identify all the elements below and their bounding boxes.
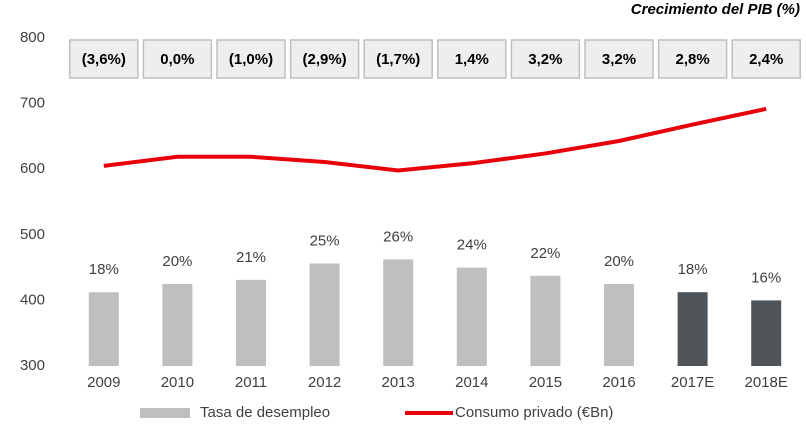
bar-value-label: 26% (383, 228, 413, 245)
gdp-box (289, 39, 360, 79)
bar (88, 292, 119, 366)
bar (309, 263, 340, 366)
gdp-label: (1,0%) (229, 51, 273, 68)
y-tick-label: 600 (20, 160, 45, 177)
x-tick-label: 2009 (87, 374, 120, 391)
gdp-box (657, 39, 728, 79)
bar (383, 259, 414, 366)
gdp-box (69, 39, 139, 79)
gdp-label: 1,4% (455, 51, 489, 68)
bar-value-label: 20% (604, 253, 634, 270)
x-tick-label: 2016 (602, 374, 635, 391)
gdp-box (363, 39, 433, 79)
x-tick-label: 2013 (382, 374, 415, 391)
line (103, 106, 767, 173)
y-tick-label: 700 (20, 95, 45, 112)
gdp-label: (1,7%) (376, 51, 420, 68)
bar-value-label: 22% (530, 245, 560, 262)
bar-value-label: 16% (751, 269, 781, 286)
bar-value-label: 18% (89, 261, 119, 278)
gdp-label: (2,9%) (303, 51, 347, 68)
gdp-box (731, 39, 801, 79)
gdp-box (584, 39, 654, 79)
bar (162, 284, 193, 366)
legend-label: Tasa de desempleo (200, 404, 330, 421)
gdp-label: 2,4% (749, 51, 783, 68)
bar (604, 284, 634, 366)
x-tick-label: 2011 (235, 374, 267, 391)
gdp-label: (3,6%) (82, 51, 126, 68)
gdp-box (142, 39, 213, 79)
gdp-box (510, 39, 581, 79)
gdp-label: 0,0% (160, 51, 194, 68)
legend-label: Consumo privado (€Bn) (455, 404, 613, 421)
bar (236, 279, 266, 366)
x-tick-label: 2015 (529, 374, 562, 391)
chart-title: Crecimiento del PIB (%) (631, 1, 800, 18)
gdp-box (437, 39, 507, 79)
y-tick-label: 800 (20, 29, 45, 46)
bar-value-label: 21% (236, 249, 266, 266)
gdp-label: 3,2% (602, 51, 636, 68)
bar-value-label: 24% (457, 237, 487, 254)
bar-value-label: 25% (310, 232, 340, 249)
gdp-box (216, 39, 286, 79)
x-tick-label: 2017E (671, 374, 714, 391)
y-tick-label: 300 (20, 357, 45, 374)
bar (677, 292, 708, 366)
gdp-label: 2,8% (675, 51, 709, 68)
legend-swatch (140, 408, 190, 418)
bar (456, 267, 487, 366)
bar (751, 300, 782, 366)
bar-value-label: 20% (162, 253, 192, 270)
bar-value-label: 18% (678, 261, 708, 278)
y-tick-label: 400 (20, 291, 45, 308)
x-tick-label: 2012 (308, 374, 341, 391)
x-tick-label: 2018E (745, 374, 788, 391)
gdp-label: 3,2% (528, 51, 562, 68)
x-tick-label: 2014 (455, 374, 488, 391)
x-tick-label: 2010 (161, 374, 194, 391)
bar (530, 275, 561, 366)
y-tick-label: 500 (20, 226, 45, 243)
